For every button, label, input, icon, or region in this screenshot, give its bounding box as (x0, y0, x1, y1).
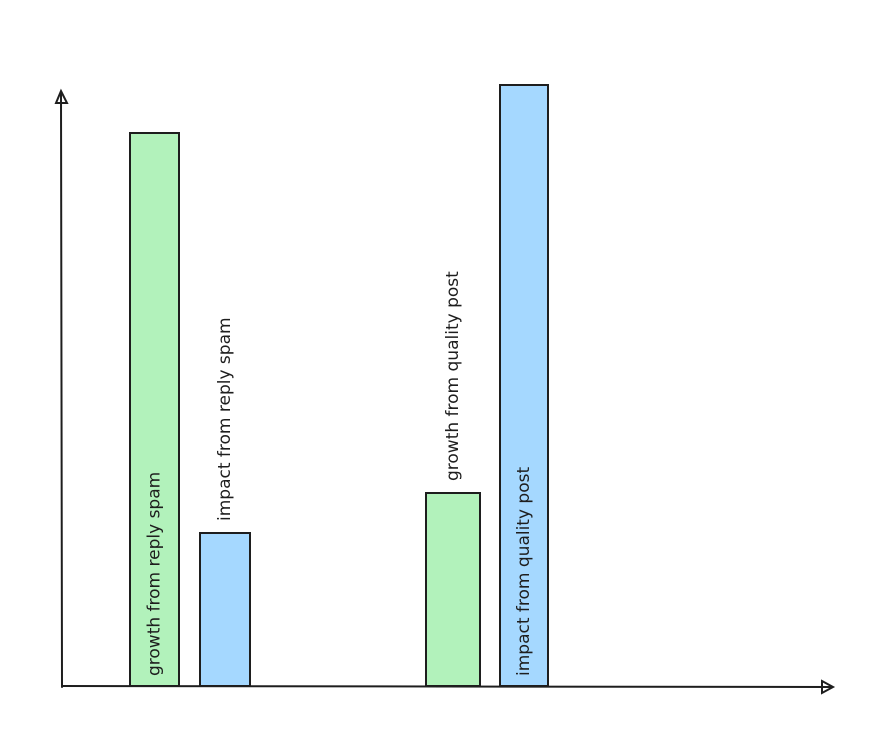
bar-label: impact from reply spam (215, 317, 235, 521)
x-axis-arrow (821, 679, 836, 695)
y-axis-arrow (54, 88, 69, 104)
bar-label: growth from quality post (443, 271, 463, 481)
bar (425, 492, 481, 687)
bar (199, 532, 251, 687)
bar (499, 84, 549, 687)
bar-label: growth from reply spam (145, 472, 165, 676)
y-axis (60, 91, 63, 688)
bar (129, 132, 180, 687)
bar-label: impact from quality post (514, 467, 534, 676)
